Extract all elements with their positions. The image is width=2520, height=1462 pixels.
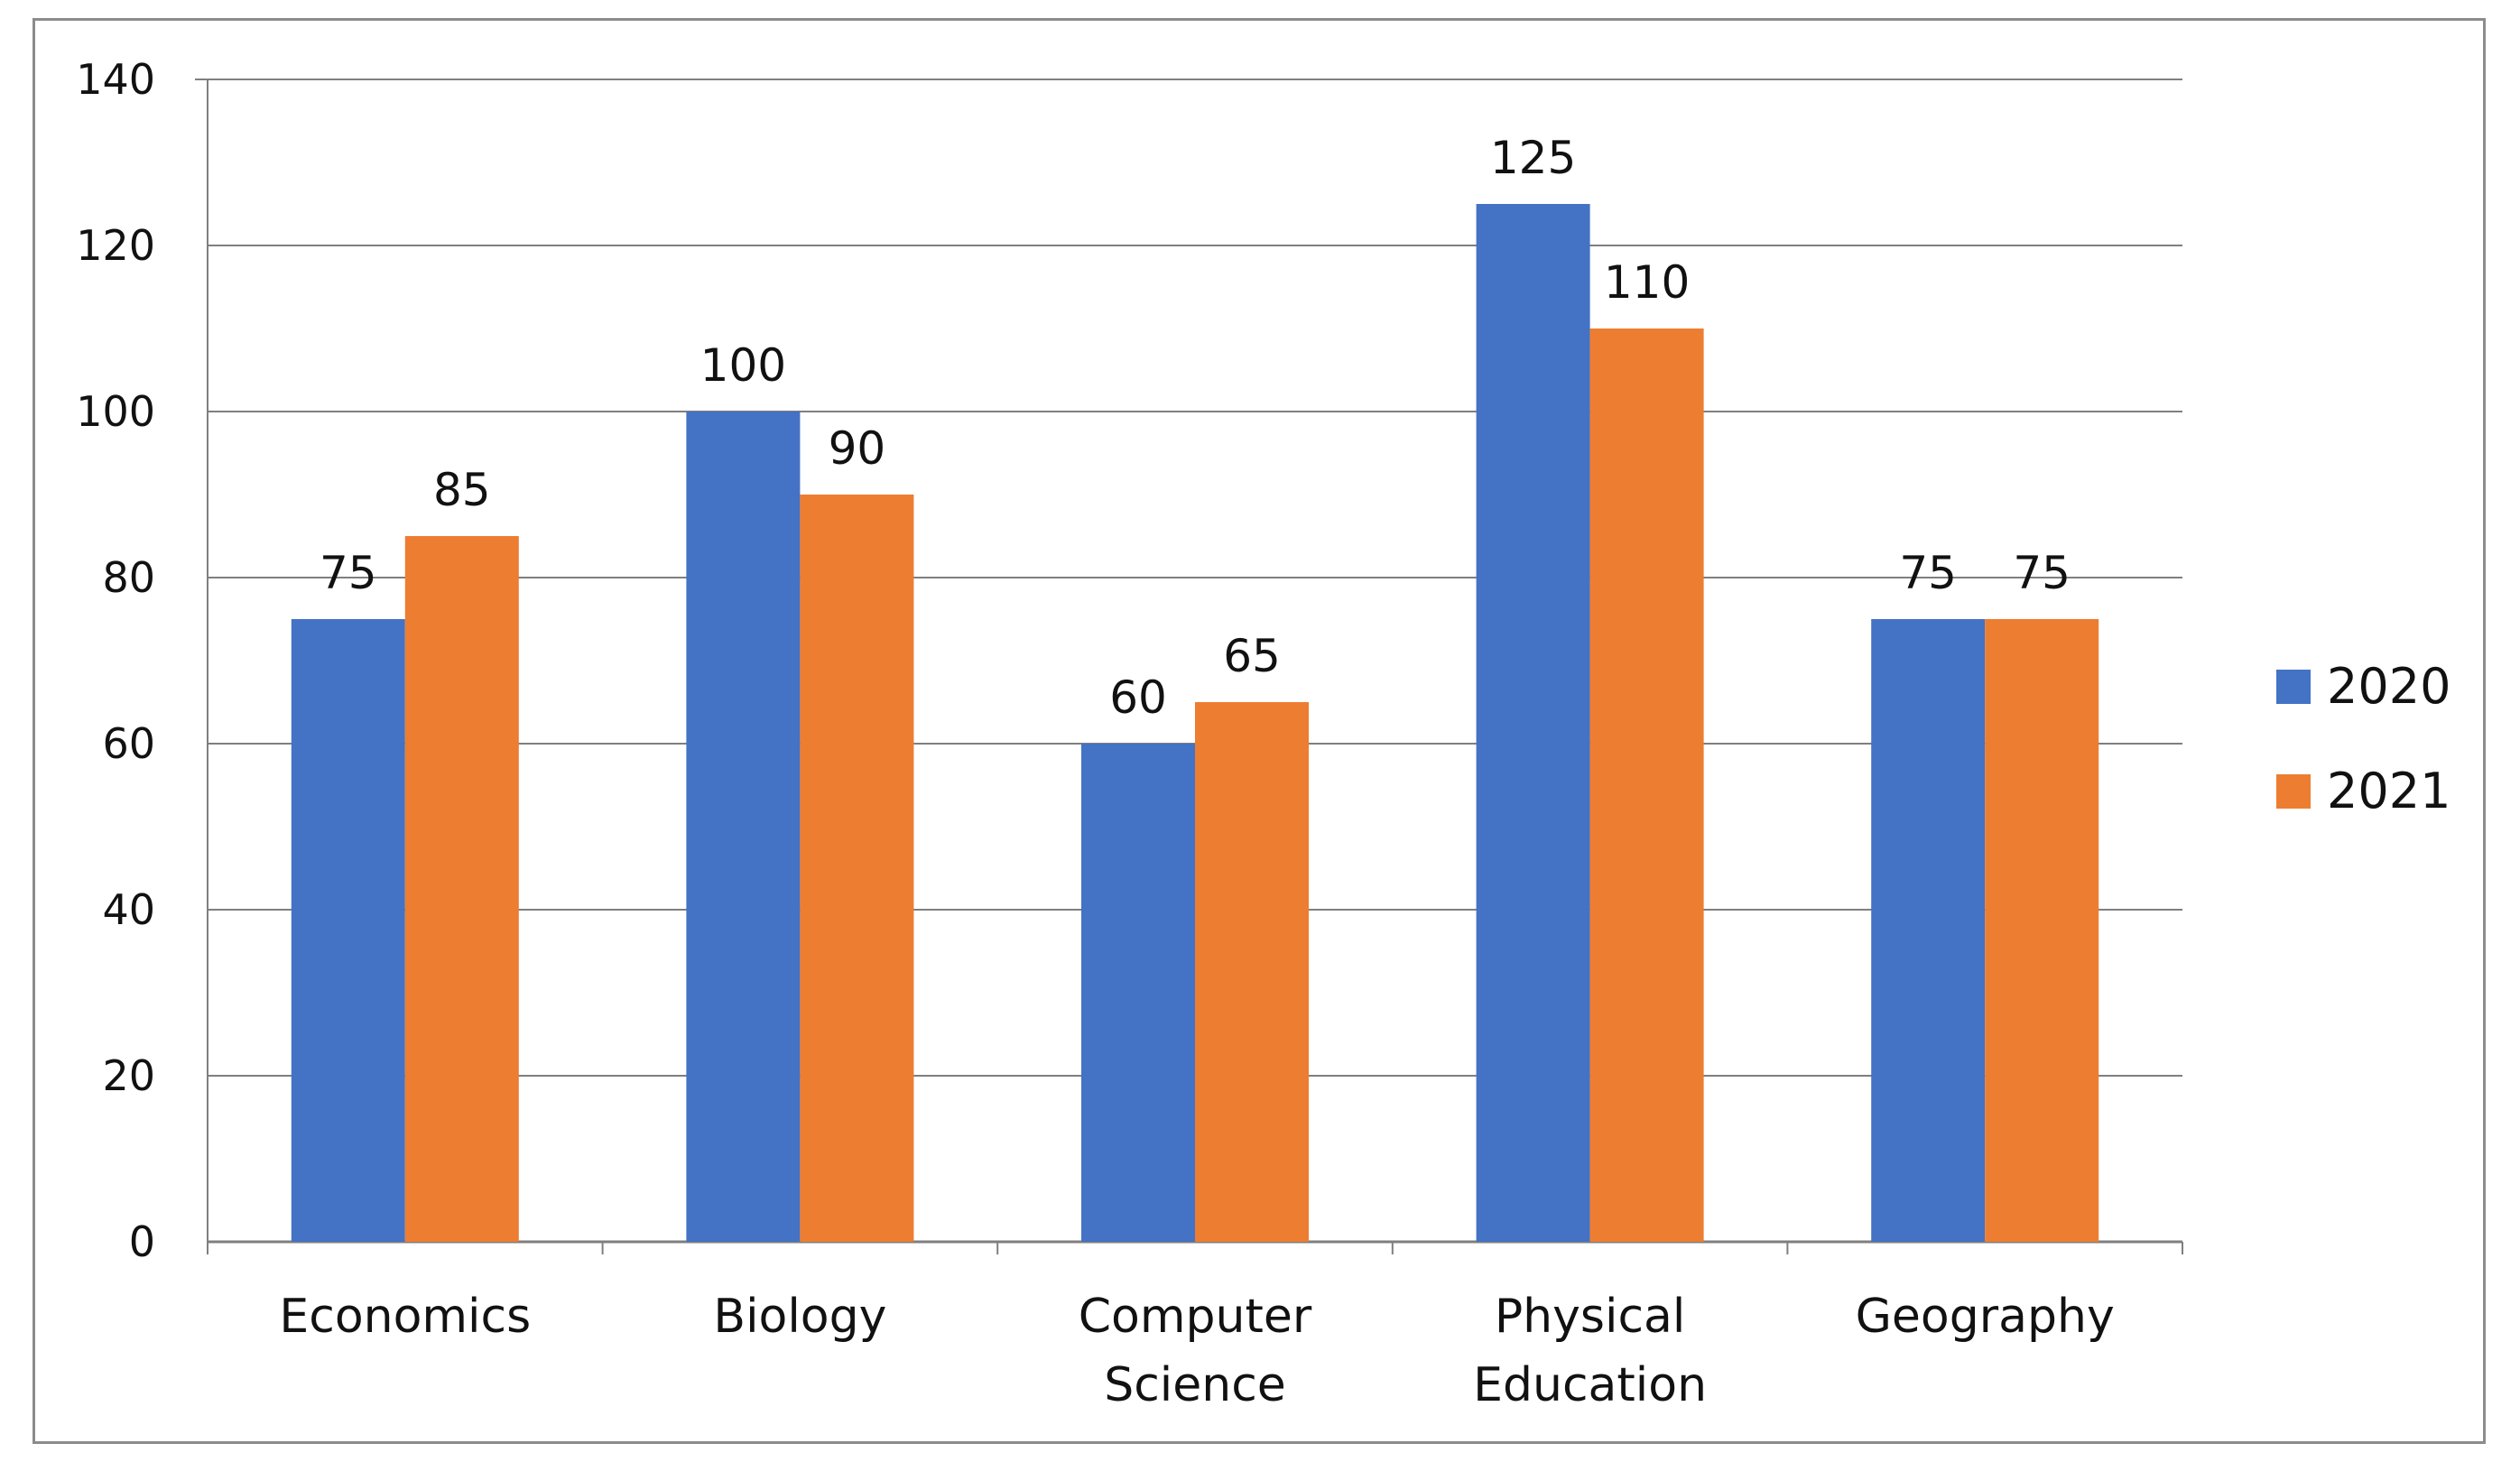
bar-2021-3: [1589, 328, 1704, 1242]
y-tick-label: 60: [102, 719, 155, 768]
x-tick-label: Biology: [713, 1290, 886, 1344]
y-tick-label: 20: [102, 1051, 155, 1100]
legend: 2020 2021: [2276, 658, 2451, 819]
x-tick-labels: Economics Biology Computer Science Physical E…: [279, 1290, 2114, 1412]
y-tick-label: 40: [102, 885, 155, 934]
bar-2020-1: [686, 412, 801, 1242]
data-label-2021-2: 65: [1223, 630, 1281, 682]
bar-2020-2: [1081, 744, 1195, 1242]
bars: [291, 204, 2099, 1242]
y-tick-labels: 0 20 40 60 80 100 120 140: [76, 55, 155, 1266]
x-tick-label: Science: [1104, 1358, 1286, 1412]
data-label-2021-1: 90: [829, 422, 886, 475]
bar-2021-4: [1985, 619, 2099, 1242]
bar-2021-2: [1195, 702, 1309, 1242]
y-tick-label: 140: [76, 55, 155, 104]
data-label-2021-3: 110: [1604, 256, 1690, 309]
y-tick-label: 80: [102, 553, 155, 602]
legend-swatch-2021: [2276, 774, 2311, 809]
data-label-2021-0: 85: [433, 464, 491, 516]
bar-2020-4: [1871, 619, 1986, 1242]
x-tick-label: Computer: [1079, 1290, 1312, 1344]
legend-swatch-2020: [2276, 670, 2311, 704]
data-label-2020-1: 100: [700, 339, 786, 392]
data-label-2020-2: 60: [1109, 671, 1167, 724]
x-tick-label: Economics: [279, 1290, 531, 1344]
x-tick-label: Geography: [1856, 1290, 2115, 1344]
data-labels: 75 85 100 90 60 65 125 110 75 75: [320, 132, 2071, 724]
x-tick-label: Education: [1473, 1358, 1707, 1412]
legend-label-2021: 2021: [2327, 763, 2451, 819]
data-label-2020-0: 75: [320, 547, 377, 599]
bar-2020-0: [291, 619, 405, 1242]
x-tick-label: Physical: [1495, 1290, 1686, 1344]
legend-label-2020: 2020: [2327, 658, 2451, 715]
y-tick-label: 100: [76, 387, 155, 436]
data-label-2020-4: 75: [1899, 547, 1957, 599]
y-tick-label: 120: [76, 221, 155, 270]
data-label-2021-4: 75: [2013, 547, 2071, 599]
bar-2021-0: [404, 536, 519, 1242]
bar-2020-3: [1476, 204, 1590, 1242]
grid-lines: [208, 79, 2182, 1077]
y-tick-label: 0: [129, 1217, 155, 1266]
data-label-2020-3: 125: [1490, 132, 1576, 184]
bar-2021-1: [800, 495, 914, 1242]
